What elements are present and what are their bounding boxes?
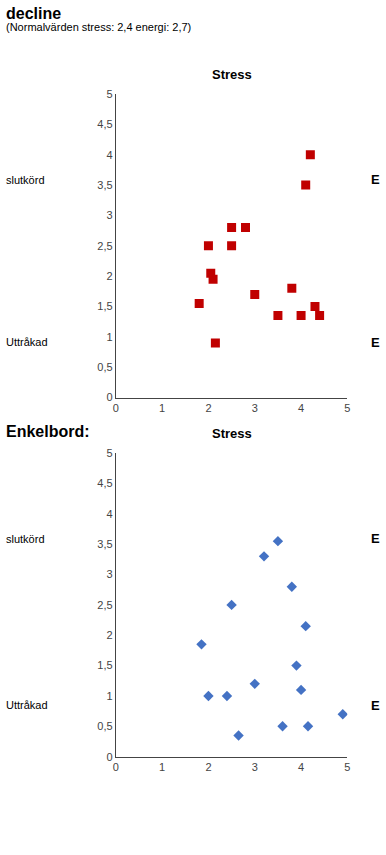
svg-text:5: 5 [106,447,112,459]
svg-text:Uttråkad: Uttråkad [6,699,48,711]
svg-text:1: 1 [106,331,112,343]
svg-text:2: 2 [205,402,211,414]
svg-text:3,5: 3,5 [97,179,112,191]
svg-text:3: 3 [252,402,258,414]
svg-text:1: 1 [159,402,165,414]
svg-text:4: 4 [106,508,112,520]
svg-text:0,5: 0,5 [97,361,112,373]
svg-text:Enkelbord:: Enkelbord: [6,423,90,440]
svg-text:4: 4 [298,402,304,414]
svg-text:0: 0 [106,751,112,763]
svg-text:2,5: 2,5 [97,599,112,611]
svg-text:0: 0 [106,391,112,403]
svg-text:2: 2 [106,270,112,282]
svg-text:0: 0 [113,761,119,773]
svg-text:2,5: 2,5 [97,240,112,252]
svg-text:5: 5 [344,402,350,414]
svg-text:Stress: Stress [212,67,252,82]
svg-text:slutkörd: slutkörd [6,174,45,186]
svg-text:5: 5 [106,88,112,100]
svg-text:E: E [371,172,380,187]
svg-text:E: E [371,335,380,350]
svg-text:3: 3 [106,209,112,221]
svg-text:4: 4 [106,149,112,161]
svg-text:1: 1 [159,761,165,773]
svg-text:E: E [371,698,380,713]
svg-text:4,5: 4,5 [97,477,112,489]
svg-text:1,5: 1,5 [97,300,112,312]
svg-text:0,5: 0,5 [97,720,112,732]
svg-text:(Normalvärden stress: 2,4 ener: (Normalvärden stress: 2,4 energi: 2,7) [6,21,191,33]
svg-text:2: 2 [106,629,112,641]
svg-text:5: 5 [344,761,350,773]
svg-text:1: 1 [106,690,112,702]
svg-text:4,5: 4,5 [97,118,112,130]
svg-text:1,5: 1,5 [97,659,112,671]
svg-text:3,5: 3,5 [97,538,112,550]
svg-text:decline: decline [6,5,61,22]
svg-text:Uttråkad: Uttråkad [6,336,48,348]
svg-text:3: 3 [106,568,112,580]
svg-text:E: E [371,531,380,546]
svg-text:0: 0 [113,402,119,414]
svg-text:3: 3 [252,761,258,773]
svg-text:Stress: Stress [212,426,252,441]
svg-text:2: 2 [205,761,211,773]
svg-text:slutkörd: slutkörd [6,533,45,545]
svg-text:4: 4 [298,761,304,773]
